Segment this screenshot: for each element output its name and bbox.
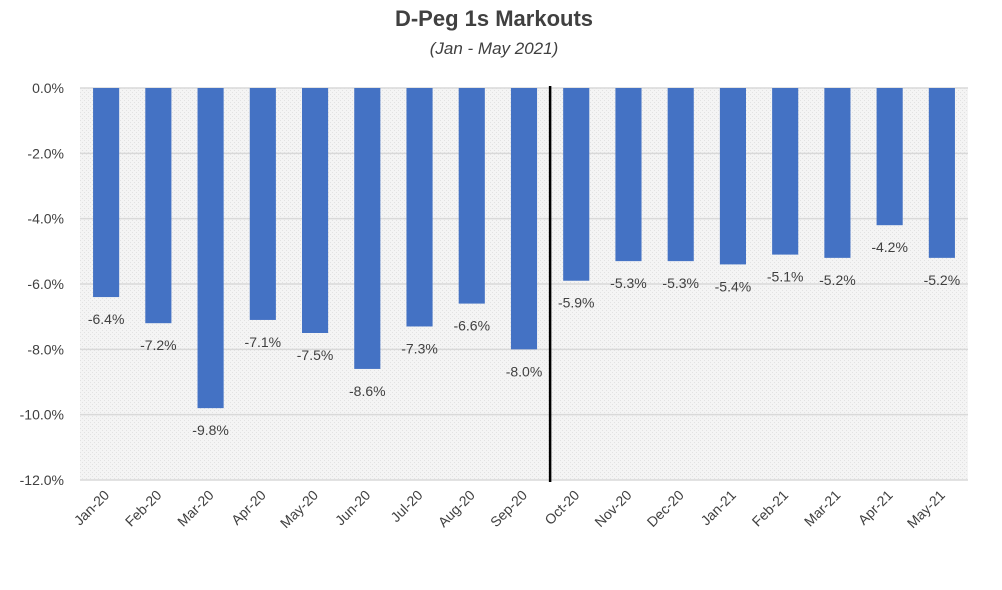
data-label: -8.6% — [349, 383, 386, 399]
data-label: -5.9% — [558, 295, 595, 311]
y-tick-label: 0.0% — [32, 80, 64, 96]
y-axis: 0.0% -2.0% -4.0% -6.0% -8.0% -10.0% -12.0% — [20, 80, 64, 488]
bar — [824, 88, 851, 258]
x-tick-label: Apr-21 — [855, 487, 896, 528]
y-tick-label: -2.0% — [27, 145, 64, 161]
data-label: -5.3% — [662, 275, 699, 291]
x-tick-label: Mar-21 — [801, 487, 844, 530]
data-label: -5.2% — [819, 272, 856, 288]
data-label: -7.2% — [140, 337, 177, 353]
data-label: -4.2% — [871, 239, 908, 255]
x-tick-label: Feb-21 — [749, 487, 792, 530]
x-tick-label: Feb-20 — [122, 487, 165, 530]
bar — [93, 88, 120, 298]
bar — [249, 88, 276, 320]
x-tick-label: Aug-20 — [435, 487, 478, 530]
data-label: -8.0% — [506, 363, 543, 379]
bar — [563, 88, 590, 281]
x-tick-label: Apr-20 — [228, 487, 269, 528]
bar — [197, 88, 224, 409]
x-tick-label: Jan-20 — [71, 487, 113, 529]
bar — [876, 88, 903, 226]
y-tick-label: -8.0% — [27, 341, 64, 357]
chart-title: D-Peg 1s Markouts — [395, 6, 593, 31]
x-tick-label: Mar-20 — [174, 487, 217, 530]
y-tick-label: -10.0% — [20, 407, 64, 423]
bar — [458, 88, 485, 304]
x-tick-label: May-20 — [277, 487, 321, 531]
bar — [145, 88, 172, 324]
bar — [302, 88, 329, 333]
x-tick-label: Jan-21 — [697, 487, 739, 529]
x-tick-label: Oct-20 — [541, 487, 582, 528]
x-tick-label: Jul-20 — [387, 487, 425, 525]
data-label: -7.5% — [297, 347, 334, 363]
data-label: -5.4% — [715, 278, 752, 294]
data-label: -6.6% — [453, 318, 490, 334]
x-axis: Jan-20 Feb-20 Mar-20 Apr-20 May-20 Jun-20 Jul-… — [71, 487, 948, 531]
bar — [928, 88, 955, 258]
data-labels: -6.4% -7.2% -9.8% -7.1% -7.5% -8.6% -7.3% -6.6%… — [88, 239, 960, 438]
bar — [510, 88, 538, 350]
bar — [772, 88, 799, 255]
y-tick-label: -12.0% — [20, 472, 64, 488]
bar — [406, 88, 433, 327]
data-label: -7.1% — [245, 334, 282, 350]
bar — [667, 88, 694, 262]
y-tick-label: -6.0% — [27, 276, 64, 292]
data-label: -7.3% — [401, 340, 438, 356]
x-tick-label: Nov-20 — [591, 487, 634, 530]
data-label: -9.8% — [192, 422, 229, 438]
x-tick-label: Jun-20 — [332, 487, 374, 529]
bar — [719, 88, 746, 265]
chart-subtitle: (Jan - May 2021) — [430, 39, 559, 58]
bars — [93, 88, 955, 409]
data-label: -5.1% — [767, 269, 804, 285]
x-tick-label: May-21 — [904, 487, 948, 531]
bar — [354, 88, 381, 369]
data-label: -5.3% — [610, 275, 647, 291]
data-label: -5.2% — [924, 272, 961, 288]
x-tick-label: Sep-20 — [487, 487, 530, 530]
x-tick-label: Dec-20 — [644, 487, 687, 530]
bar — [615, 88, 642, 262]
y-tick-label: -4.0% — [27, 211, 64, 227]
data-label: -6.4% — [88, 311, 125, 327]
